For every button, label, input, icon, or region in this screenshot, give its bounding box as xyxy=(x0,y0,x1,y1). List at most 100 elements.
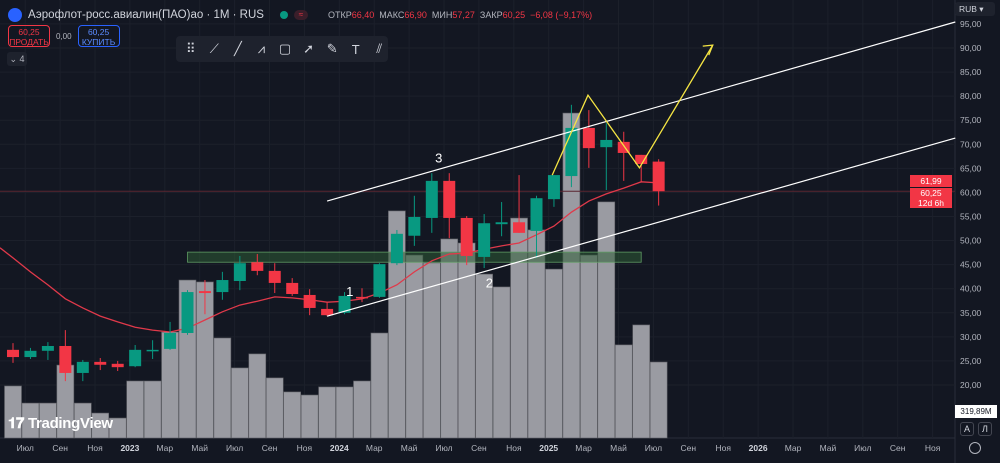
volume-bar xyxy=(388,210,406,439)
symbol-header: Аэрофлот-росс.авиалин(ПАО)ао · 1M · RUS … xyxy=(8,8,592,22)
volume-bar xyxy=(39,402,57,439)
trendline-icon[interactable]: ╱ xyxy=(233,41,242,56)
last-price: 60,25 xyxy=(920,188,942,198)
candle-body xyxy=(373,264,386,297)
x-tick-label: Июл xyxy=(226,443,243,453)
high-value: 66,90 xyxy=(404,10,427,20)
y-tick-label: 55,00 xyxy=(960,211,982,221)
tv-logo-icon: 𝟏𝟕 xyxy=(8,415,28,432)
close-value: 60,25 xyxy=(502,10,526,20)
drawing-toolbar: ⠿ ⟋ ╱ ⩘ ▢ ➚ ✎ T ⫽ xyxy=(176,36,388,62)
drag-handle-icon[interactable]: ⠿ xyxy=(186,41,196,56)
x-tick-label: 2025 xyxy=(539,443,558,453)
volume-bar xyxy=(143,380,162,439)
candle-body xyxy=(164,332,177,349)
volume-bar xyxy=(318,386,336,439)
spread-value: 0,00 xyxy=(56,31,72,41)
y-tick-label: 20,00 xyxy=(960,380,982,390)
candle-body xyxy=(24,350,37,358)
settings-icon[interactable] xyxy=(969,442,981,454)
y-tick-label: 80,00 xyxy=(960,91,982,101)
volume-bar xyxy=(440,238,459,439)
change-value: −6,08 (−9,17%) xyxy=(530,10,593,20)
high-label: МАКС xyxy=(379,10,405,20)
open-label: ОТКР xyxy=(327,10,352,20)
volume-bar xyxy=(108,417,127,439)
ma-price-label: 61,99 xyxy=(910,175,952,187)
auto-scale-button[interactable]: A xyxy=(960,422,974,436)
volume-bar xyxy=(74,402,92,439)
trade-panel: 60,25 ПРОДАТЬ 0,00 60,25 КУПИТЬ xyxy=(8,25,120,47)
y-tick-label: 40,00 xyxy=(960,284,982,294)
x-tick-label: Сен xyxy=(890,443,906,453)
y-tick-label: 75,00 xyxy=(960,115,982,125)
candle-body xyxy=(390,233,403,264)
arrow-icon[interactable]: ➚ xyxy=(303,41,315,56)
candle-body xyxy=(478,223,491,257)
volume-bar xyxy=(580,254,598,439)
candle-body xyxy=(111,363,124,368)
candle-body xyxy=(181,292,194,333)
status-badge: ≈ xyxy=(293,10,308,20)
candle-body xyxy=(547,175,560,200)
text-icon[interactable]: T xyxy=(351,41,360,57)
volume-bar xyxy=(265,377,284,439)
symbol-title[interactable]: Аэрофлот-росс.авиалин(ПАО)ао · 1M · RUS xyxy=(28,9,264,21)
x-tick-label: Сен xyxy=(52,443,68,453)
candle-body xyxy=(565,127,578,177)
sell-price: 60,25 xyxy=(18,27,40,37)
y-tick-label: 60,00 xyxy=(960,187,982,197)
candle-body xyxy=(652,161,665,192)
candle-body xyxy=(530,198,543,231)
candle-body xyxy=(495,222,508,225)
candle-body xyxy=(7,349,19,358)
log-scale-button[interactable]: Л xyxy=(978,422,992,436)
volume-bar xyxy=(614,344,633,439)
candle-body xyxy=(338,295,351,313)
candle-body xyxy=(443,180,456,218)
y-tick-label: 70,00 xyxy=(960,139,982,149)
volume-bar xyxy=(283,391,302,439)
volume-bar xyxy=(4,385,22,439)
x-tick-label: Мар xyxy=(575,443,592,453)
candle-body xyxy=(94,361,107,365)
wave-label: 3 xyxy=(435,151,442,166)
trendline-rect-icon[interactable]: ⟋ xyxy=(209,41,219,56)
x-tick-label: Июл xyxy=(435,443,452,453)
x-tick-label: Сен xyxy=(262,443,278,453)
candle-body xyxy=(513,222,526,233)
x-tick-label: Ноя xyxy=(715,443,731,453)
volume-label: 319,89M xyxy=(955,405,997,418)
x-tick-label: Май xyxy=(610,443,627,453)
x-tick-label: Сен xyxy=(471,443,487,453)
path-icon[interactable]: ⩘ xyxy=(257,41,266,56)
candle-body xyxy=(425,180,438,218)
brush-icon[interactable]: ✎ xyxy=(326,41,338,56)
support-zone xyxy=(187,251,642,263)
x-tick-label: Июл xyxy=(645,443,662,453)
buy-button[interactable]: 60,25 КУПИТЬ xyxy=(77,25,120,47)
buy-label: КУПИТЬ xyxy=(81,37,116,47)
x-tick-label: Ноя xyxy=(87,443,103,453)
y-tick-label: 45,00 xyxy=(960,260,982,270)
open-value: 66,40 xyxy=(351,10,375,20)
sell-button[interactable]: 60,25 ПРОДАТЬ xyxy=(8,25,50,47)
volume-bar xyxy=(91,412,110,439)
tradingview-logo: 𝟏𝟕 TradingView xyxy=(8,415,113,432)
x-tick-label: Ноя xyxy=(297,443,313,453)
volume-bar xyxy=(510,217,528,439)
currency-select[interactable]: RUB ▾ xyxy=(955,2,995,16)
y-tick-label: 95,00 xyxy=(960,19,982,29)
indicators-collapse-button[interactable]: ⌄ 4 xyxy=(7,52,27,66)
volume-bar xyxy=(126,380,144,439)
x-tick-label: Ноя xyxy=(506,443,522,453)
volume-bar xyxy=(649,361,668,439)
y-tick-label: 35,00 xyxy=(960,308,982,318)
settings-line-icon[interactable]: ⫽ xyxy=(376,41,383,56)
ohlc-legend: ОТКР66,40 МАКС66,90 МИН57,27 ЗАКР60,25 −… xyxy=(328,10,592,20)
rectangle-icon[interactable]: ▢ xyxy=(278,41,292,56)
x-tick-label: Май xyxy=(191,443,208,453)
candle-body xyxy=(146,349,159,352)
volume-bar xyxy=(248,353,267,439)
